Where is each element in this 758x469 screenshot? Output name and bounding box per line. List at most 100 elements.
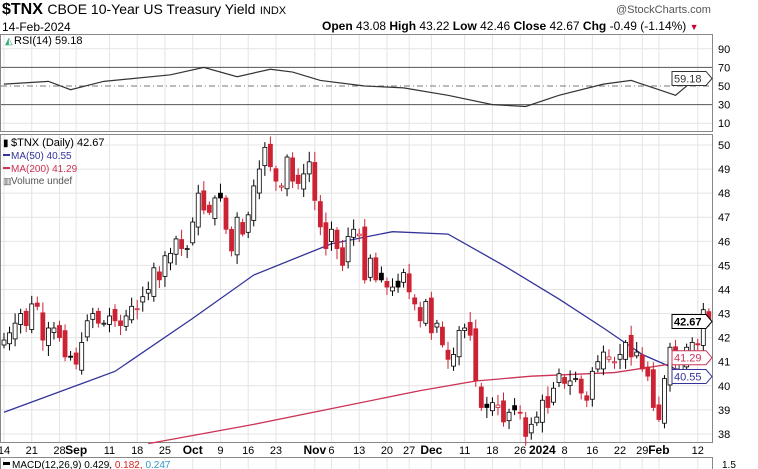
candle-body bbox=[623, 342, 628, 360]
macd-tick: 1.5 bbox=[722, 460, 736, 469]
candle-body bbox=[295, 174, 301, 184]
high-label: High bbox=[389, 19, 417, 33]
candle-body bbox=[212, 197, 218, 219]
candle-body bbox=[567, 380, 573, 387]
x-tick-label: 16 bbox=[242, 445, 254, 457]
candle-body bbox=[656, 404, 662, 420]
candle-body bbox=[195, 192, 201, 228]
candle-body bbox=[395, 280, 401, 288]
candle-body bbox=[107, 315, 112, 325]
candle-body bbox=[340, 247, 345, 266]
candle-body bbox=[462, 327, 468, 331]
ma50-tag: 40.55 bbox=[671, 369, 713, 385]
candle-body bbox=[46, 327, 51, 346]
rsi-layer bbox=[1, 66, 712, 108]
candle-body bbox=[445, 349, 451, 360]
ohlc-summary: Open 43.08 High 43.22 Low 42.46 Close 42… bbox=[322, 19, 699, 33]
y-tick-label: 46 bbox=[718, 236, 730, 248]
candle-body bbox=[484, 403, 490, 408]
macd-value: 0.429, bbox=[84, 460, 112, 469]
watermark: @StockCharts.com bbox=[616, 4, 711, 16]
macd-signal: 0.182, bbox=[115, 460, 143, 469]
candle-body bbox=[545, 396, 551, 408]
candle-body bbox=[456, 330, 462, 358]
candle-body bbox=[478, 386, 484, 408]
symbol: $TNX bbox=[2, 1, 43, 18]
candle-body bbox=[279, 185, 284, 188]
ma200-tag: 41.29 bbox=[671, 350, 713, 366]
exchange: INDX bbox=[259, 5, 287, 17]
candle-body bbox=[134, 308, 140, 311]
candle-body bbox=[662, 378, 667, 424]
candle-body bbox=[606, 356, 612, 360]
x-tick-label: 29 bbox=[636, 445, 648, 457]
legend-volume: Volume undef bbox=[11, 176, 72, 187]
candle-body bbox=[7, 332, 12, 345]
x-tick-label: Oct bbox=[183, 443, 203, 457]
candle-body bbox=[129, 305, 135, 321]
x-tick-label: 23 bbox=[270, 445, 282, 457]
candle-body bbox=[34, 302, 40, 307]
candle-body bbox=[173, 238, 179, 255]
x-tick-label: 18 bbox=[486, 445, 498, 457]
candle-body bbox=[534, 416, 540, 424]
candle-body bbox=[428, 297, 434, 334]
candle-body bbox=[123, 315, 129, 327]
candle-body bbox=[190, 221, 196, 244]
candle-body bbox=[156, 271, 162, 281]
candle-body bbox=[351, 228, 357, 238]
candle-body bbox=[384, 281, 390, 288]
x-tick-label: 22 bbox=[614, 445, 626, 457]
candle-body bbox=[245, 214, 251, 233]
x-tick-label: Nov bbox=[303, 443, 326, 457]
candle-body bbox=[234, 216, 240, 256]
candle-body bbox=[323, 222, 329, 249]
close-label: Close bbox=[513, 19, 547, 33]
ma200-tag-box bbox=[671, 350, 713, 366]
macd-label: MACD(12,26,9) bbox=[12, 460, 81, 469]
rsi-panel-frame bbox=[0, 34, 713, 132]
macd-panel-frame bbox=[0, 457, 713, 469]
legend-ma50: MA(50) 40.55 bbox=[11, 151, 72, 162]
price-legend: ▮ $TNX (Daily) 42.67 MA(50) 40.55 MA(200… bbox=[3, 137, 105, 187]
candle-body bbox=[168, 252, 173, 264]
candle-body bbox=[12, 322, 18, 340]
candle-body bbox=[506, 411, 512, 422]
x-tick-label: Dec bbox=[420, 443, 442, 457]
rsi-tag: 59.18 bbox=[671, 70, 713, 86]
candle-body bbox=[29, 303, 35, 330]
rsi-line bbox=[3, 66, 710, 108]
price-panel-frame bbox=[0, 134, 713, 443]
chart-date: 14-Feb-2024 bbox=[2, 20, 71, 34]
low-value: 42.46 bbox=[480, 19, 511, 33]
candle-body bbox=[301, 173, 307, 190]
svg-text:MACD(12,26,9) 0.429, 0.182, 0.: MACD(12,26,9) 0.429, 0.182, 0.247 bbox=[12, 460, 171, 469]
macd-legend: MACD(12,26,9) 0.429, 0.182, 0.247 1.5 bbox=[3, 460, 736, 469]
candle-body bbox=[417, 307, 423, 322]
y-tick-label: 42 bbox=[718, 333, 730, 345]
candle-body bbox=[695, 343, 701, 346]
ma-line bbox=[148, 354, 710, 445]
candle-body bbox=[390, 286, 395, 292]
candle-body bbox=[90, 313, 96, 320]
candle-body bbox=[650, 369, 656, 408]
chart-title: $TNX CBOE 10-Year US Treasury Yield INDX bbox=[2, 1, 286, 19]
candle-body bbox=[23, 310, 29, 326]
candle-body bbox=[229, 229, 234, 252]
candle-body bbox=[556, 373, 562, 383]
last-price-tag: 42.67 bbox=[671, 314, 713, 330]
open-label: Open bbox=[322, 19, 353, 33]
y-tick-label: 40 bbox=[718, 381, 730, 393]
rsi-tick-label: 30 bbox=[718, 100, 730, 112]
macd-histogram: 0.247 bbox=[145, 460, 170, 469]
candle-body bbox=[667, 346, 673, 386]
candle-body bbox=[317, 201, 323, 228]
candle-body bbox=[18, 313, 24, 325]
x-tick-label: 11 bbox=[459, 445, 470, 457]
y-tick-label: 41 bbox=[718, 357, 730, 369]
y-tick-label: 38 bbox=[718, 429, 730, 441]
legend-ma200: MA(200) 41.29 bbox=[11, 164, 78, 175]
candle-body bbox=[628, 334, 634, 358]
instrument-name: CBOE 10-Year US Treasury Yield bbox=[47, 1, 256, 17]
candle-body bbox=[184, 248, 190, 250]
